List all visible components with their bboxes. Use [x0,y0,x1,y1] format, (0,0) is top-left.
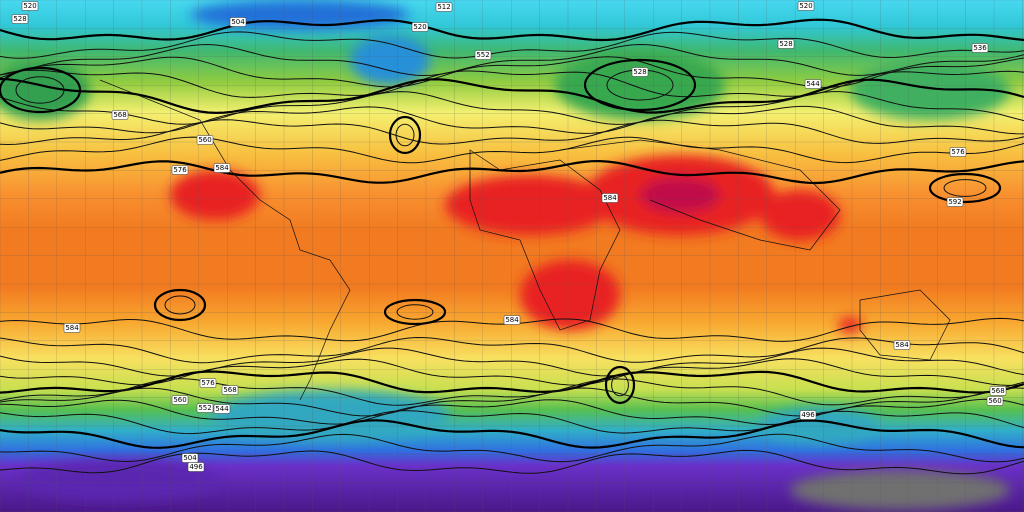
contour-line [0,378,1024,406]
contour-line [0,56,1024,88]
contour-label: 576 [173,166,187,174]
label-box [21,1,39,11]
contour-label: 560 [173,396,186,404]
contour-label: 504 [183,454,197,462]
closed-contour [611,373,629,397]
contour-line [0,31,1024,59]
closed-contour [604,365,636,405]
contour-label: 544 [806,80,820,88]
contour-label: 544 [215,405,229,413]
label-box [799,410,817,420]
label-box [221,385,239,395]
closed-contour [153,288,207,322]
label-box [474,50,492,60]
label-box [111,110,129,120]
contour-label: 520 [23,2,36,10]
closed-contour [943,179,987,197]
contour-line [0,136,1024,164]
contour-label: 520 [413,23,426,31]
closed-contour [928,172,1002,204]
contour-label: 504 [231,18,245,26]
contour-label: 576 [201,379,215,387]
contour-label: 584 [895,341,909,349]
contour-labels: 520 528 512 520 504 520 528 536 528 552 … [11,1,1007,472]
contours [0,18,1024,475]
contour-line [0,18,1024,42]
label-box [777,39,795,49]
label-box [187,462,205,472]
closed-contour [388,115,422,155]
closed-contour [395,123,415,147]
contour-label: 568 [113,111,126,119]
contour-line [0,91,1024,125]
contour-line [0,433,1024,463]
contour-label: 584 [65,324,79,332]
label-box [503,315,521,325]
contour-label: 528 [779,40,792,48]
contour-label: 584 [505,316,519,324]
label-box [971,43,989,53]
contour-line [0,347,1024,377]
label-box [804,79,822,89]
closed-contour [583,58,697,112]
contour-label: 560 [198,136,211,144]
coastlines [99,79,951,401]
label-box [171,395,189,405]
contour-label: 560 [988,397,1001,405]
contour-label: 576 [951,148,965,156]
contour-line [0,77,1024,115]
label-box [229,17,247,27]
contour-line [0,43,1024,77]
contour-label: 552 [476,51,489,59]
contour-line [0,159,1024,185]
contour-label: 520 [799,2,812,10]
label-box [601,193,619,203]
contour-line [0,398,1024,426]
contour-label: 568 [223,386,236,394]
closed-contour [396,304,434,320]
contour-label: 496 [801,411,815,419]
contour-line [0,336,1024,364]
closed-contour [164,295,196,315]
contour-label: 592 [948,198,961,206]
label-box [435,2,453,12]
label-box [213,404,231,414]
contour-line [0,449,1024,475]
label-box [11,14,29,24]
label-box [411,22,429,32]
closed-contour [0,66,82,114]
label-box [797,1,815,11]
contour-line [0,410,1024,435]
contour-label: 496 [189,463,203,471]
label-box [949,147,967,157]
label-box [213,163,231,173]
contour-label: 528 [633,68,646,76]
contour-label: 568 [991,387,1004,395]
label-box [171,165,189,175]
label-box [946,197,964,207]
contour-label: 584 [215,164,229,172]
closed-contour [15,76,65,104]
contour-label: 584 [603,194,617,202]
label-box [63,323,81,333]
label-box [893,340,911,350]
label-box [196,135,214,145]
label-box [631,67,649,77]
label-box [986,396,1004,406]
contour-line [0,370,1024,394]
contour-line [0,419,1024,449]
contour-line [0,358,1024,386]
label-box [989,386,1007,396]
label-box [199,378,217,388]
contour-label: 512 [437,3,450,11]
label-box [196,403,214,413]
closed-contour [383,298,447,326]
contour-line [0,119,1024,146]
contour-label: 528 [13,15,26,23]
contour-label: 536 [973,44,987,52]
contour-label: 552 [198,404,211,412]
